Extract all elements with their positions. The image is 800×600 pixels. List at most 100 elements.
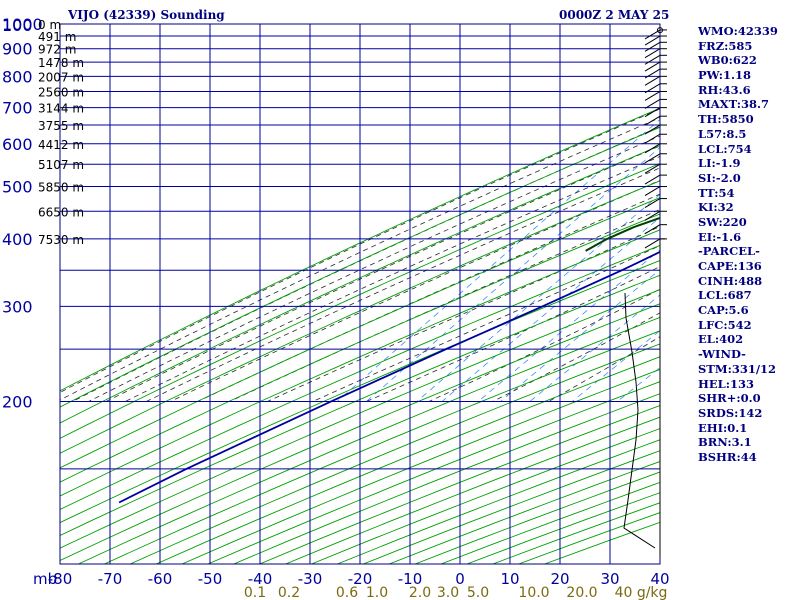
mixing-ratio-label: 0.2 <box>278 585 300 600</box>
wind-barb <box>644 98 661 109</box>
index-item: BSHR:44 <box>698 449 757 464</box>
index-item: EI:-1.6 <box>698 229 742 244</box>
index-item: -PARCEL- <box>698 244 760 259</box>
index-item: PW:1.18 <box>698 68 752 83</box>
index-item: -WIND- <box>698 347 746 362</box>
index-item: RH:43.6 <box>698 82 751 97</box>
pressure-tick-label: 100 <box>2 16 33 35</box>
index-item: WB0:622 <box>698 53 757 68</box>
dry-adiabats <box>60 107 660 564</box>
mixing-ratio-label: 40 g/kg <box>615 585 668 600</box>
pressure-tick-label: 200 <box>2 392 33 411</box>
wind-barb <box>644 75 661 86</box>
height-label: 5850 m <box>38 181 84 195</box>
index-item: TH:5850 <box>698 112 754 127</box>
mixing-ratio-label: 0.1 <box>244 585 266 600</box>
mixing-ratio-label: 5.0 <box>467 585 489 600</box>
indices-panel: WMO:42339 FRZ:585 WB0:622 PW:1.18 RH:43.6 MAX… <box>698 24 778 465</box>
mixing-ratio-label: 3.0 <box>437 585 459 600</box>
temperature-tick-label: 20 <box>550 570 569 588</box>
wind-barbs <box>623 27 667 556</box>
pressure-tick-label: 500 <box>2 178 33 197</box>
index-item: SRDS:142 <box>698 405 763 420</box>
wind-barb <box>644 163 661 174</box>
height-label: 0 m <box>38 18 61 32</box>
dry-adiabat-line <box>60 107 660 392</box>
moist-adiabat-line <box>88 135 660 402</box>
wind-barb <box>644 115 661 126</box>
dry-adiabat-line <box>60 126 660 408</box>
wind-barb <box>644 224 661 235</box>
wind-barb <box>644 238 661 249</box>
wind-barb <box>644 35 661 46</box>
dry-adiabat-line <box>60 162 660 439</box>
height-label: 5107 m <box>38 158 84 172</box>
mixing-ratio-line <box>500 269 660 402</box>
mixing-ratio-label: 2.0 <box>409 585 431 600</box>
moist-adiabat-line <box>60 108 660 393</box>
temperature-tick-label: -40 <box>248 570 273 588</box>
index-item: CAP:5.6 <box>698 303 749 318</box>
station-title: VIJO (42339) Sounding <box>68 8 225 22</box>
index-item: SI:-2.0 <box>698 170 741 185</box>
dry-adiabat-line <box>60 289 660 549</box>
index-item: TT:54 <box>698 185 735 200</box>
index-item: SW:220 <box>698 214 747 229</box>
wind-barb <box>644 210 661 221</box>
height-label: 6650 m <box>38 205 84 219</box>
wind-barb <box>644 143 661 154</box>
height-label: 2007 m <box>38 70 84 84</box>
index-item: STM:331/12 <box>698 361 777 376</box>
dry-adiabat-line <box>60 145 660 424</box>
height-label: 3755 m <box>38 119 84 133</box>
grid-lines <box>59 23 665 565</box>
hodograph-trace <box>623 292 656 549</box>
temperature-tick-label: -70 <box>98 570 123 588</box>
index-item: CINH:488 <box>698 273 763 288</box>
wind-barb <box>644 91 661 101</box>
parcel-trace <box>118 250 660 504</box>
temperature-tick-label: 30 <box>600 570 619 588</box>
pressure-tick-label: 700 <box>2 99 33 118</box>
moist-adiabat-line <box>312 245 660 402</box>
index-item: L57:8.5 <box>698 126 747 141</box>
index-item: SHR+:0.0 <box>698 391 761 406</box>
pressure-tick-label: 400 <box>2 230 33 249</box>
mixing-ratio-line <box>416 193 660 402</box>
height-label: 491 m <box>38 30 76 44</box>
index-item: KI:32 <box>698 200 734 215</box>
height-label: 7530 m <box>38 233 84 247</box>
moist-adiabat-line <box>146 167 660 402</box>
dry-adiabat-line <box>78 316 660 564</box>
mixing-ratio-lines <box>337 118 660 402</box>
height-label: 1478 m <box>38 56 84 70</box>
height-label: 2560 m <box>38 85 84 99</box>
index-item: EL:402 <box>698 332 744 347</box>
dry-adiabat-line <box>104 330 660 564</box>
temperature-tick-label: 10 <box>500 570 519 588</box>
index-item: EHI:0.1 <box>698 420 748 435</box>
temperature-tick-label: -10 <box>398 570 423 588</box>
wind-barb <box>644 61 661 72</box>
wind-barb <box>644 124 661 135</box>
index-item: LI:-1.9 <box>698 156 741 171</box>
index-item: MAXT:38.7 <box>698 97 769 112</box>
height-label: 972 m <box>38 43 76 57</box>
temperature-tick-label: 0 <box>455 570 465 588</box>
wind-barb <box>644 54 661 65</box>
dry-adiabat-line <box>60 244 660 510</box>
index-item: LFC:542 <box>698 317 752 332</box>
mixing-ratio-label: 10.0 <box>518 585 549 600</box>
wind-barb <box>644 83 661 94</box>
temperature-tick-label: -50 <box>198 570 223 588</box>
temperature-tick-label: -30 <box>298 570 323 588</box>
dry-adiabat-line <box>60 260 660 524</box>
moist-adiabat-line <box>60 117 660 401</box>
height-label: 3144 m <box>38 102 84 116</box>
wind-barb <box>644 153 661 164</box>
wind-barb <box>644 174 661 185</box>
moist-adiabat-line <box>170 179 660 402</box>
calm-wind-circle <box>657 27 663 34</box>
index-item: CAPE:136 <box>698 259 762 273</box>
